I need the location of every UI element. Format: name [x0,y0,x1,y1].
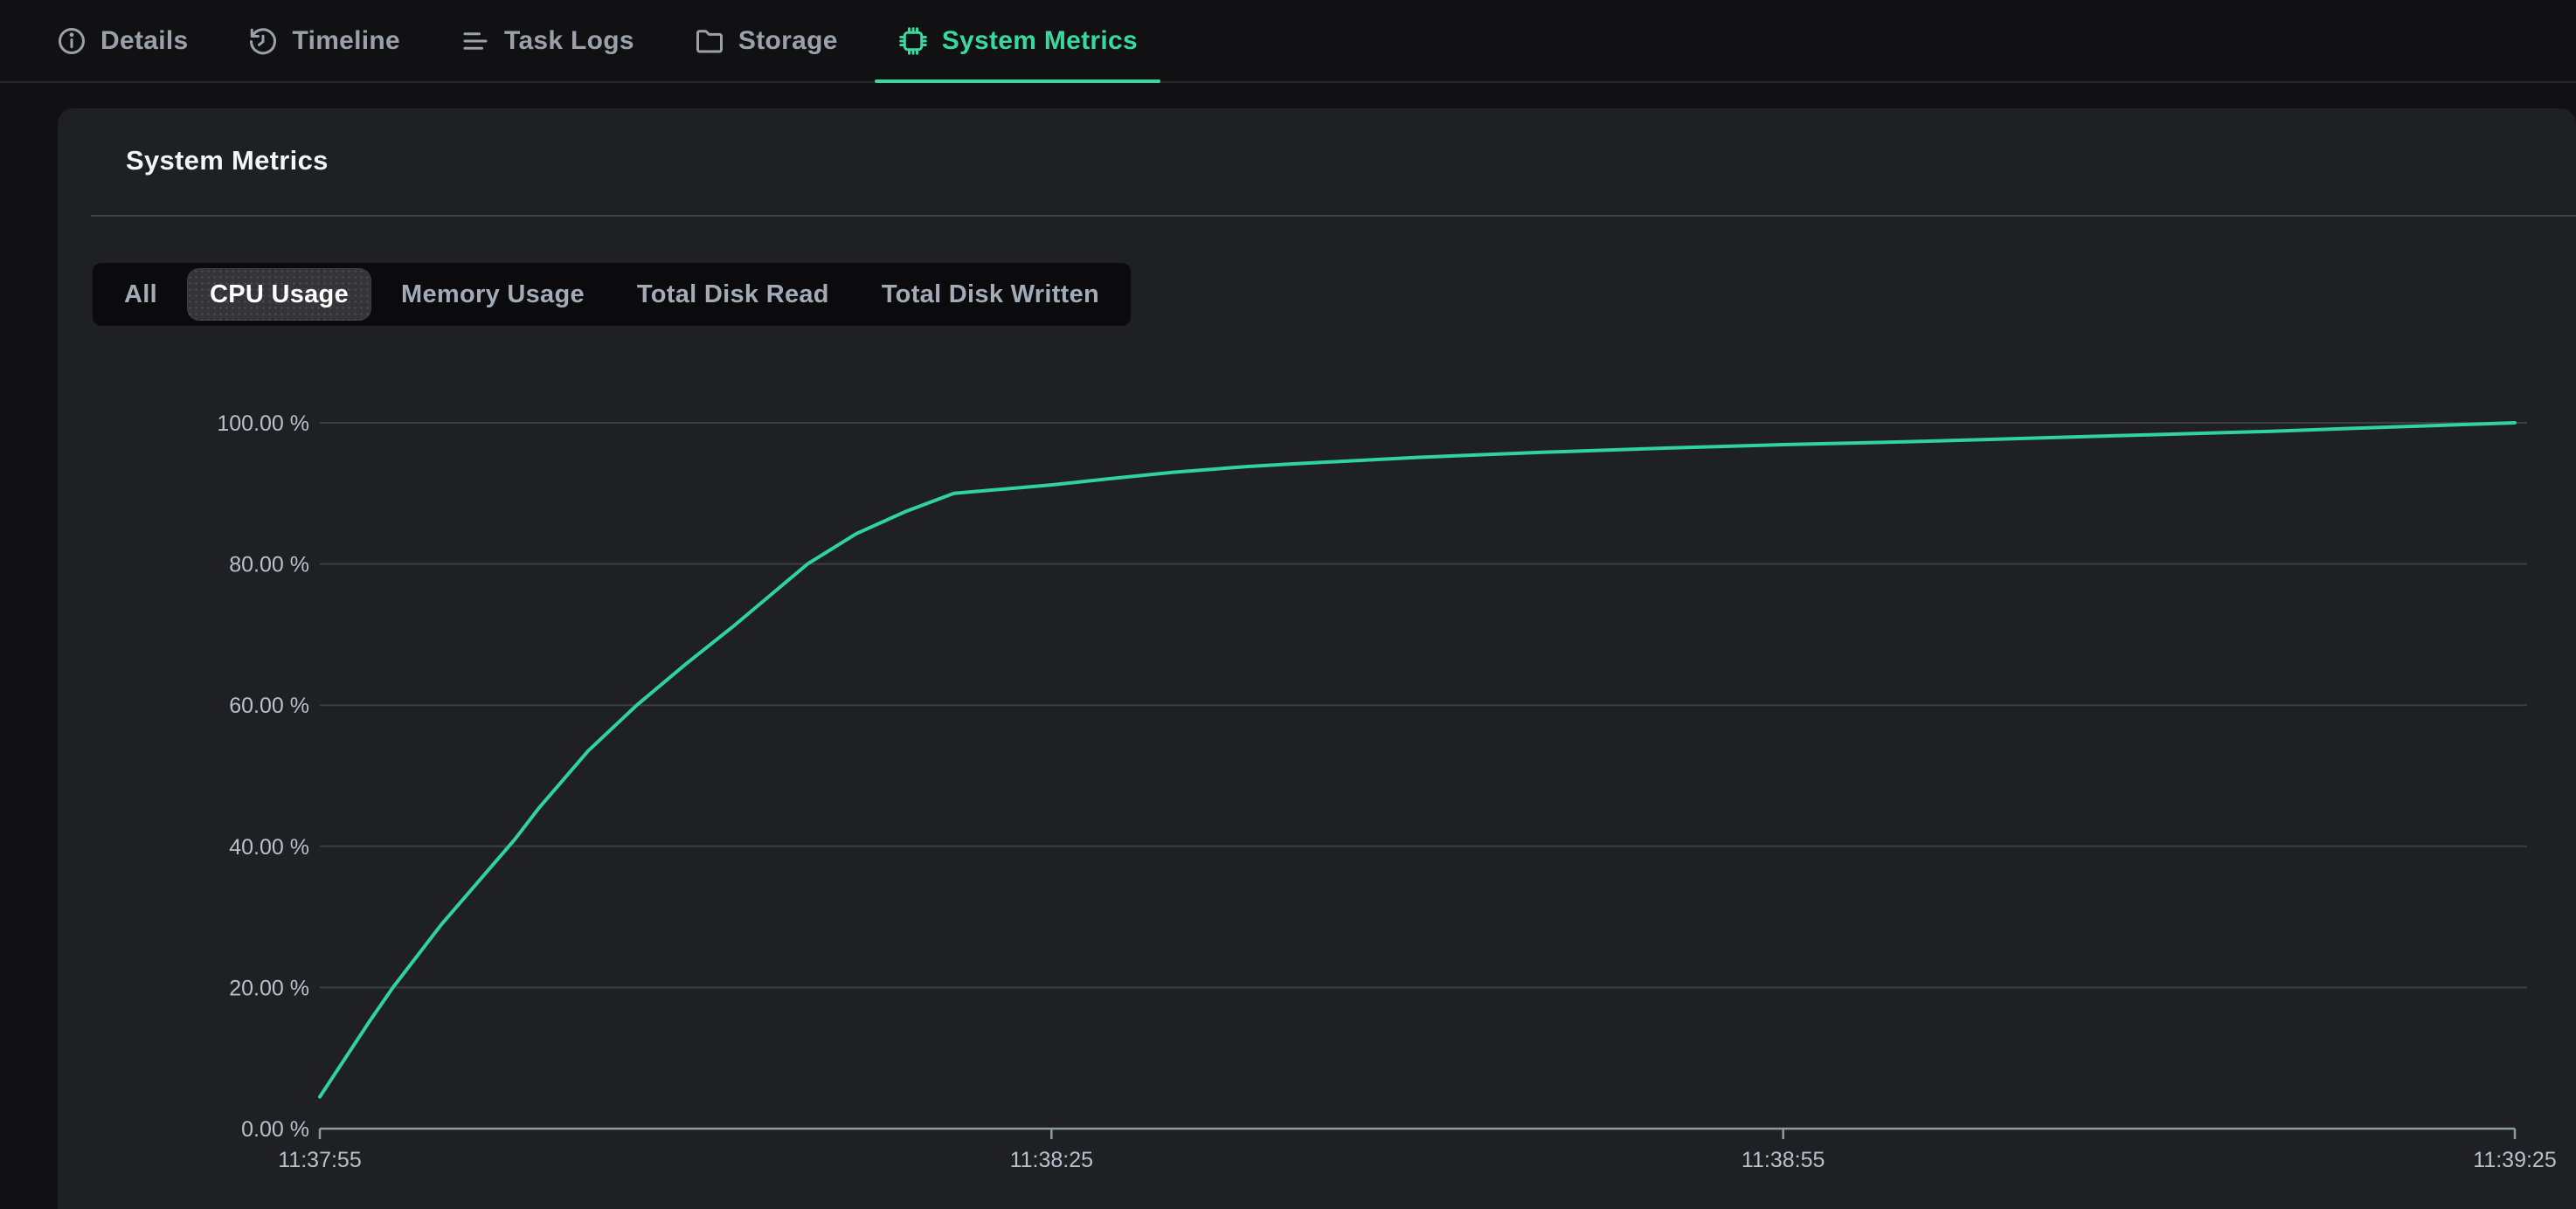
tab-details[interactable]: Details [33,0,211,81]
tab-bar: Details Timeline Task Logs Stora [0,0,2576,83]
tab-system-metrics[interactable]: System Metrics [874,0,1161,83]
tab-label: Task Logs [504,25,634,55]
y-axis-label: 60.00 % [229,694,309,718]
x-axis-label: 11:39:25 [2473,1148,2556,1172]
info-icon [56,25,87,57]
x-axis-label: 11:37:55 [278,1148,361,1172]
filter-total-disk-read[interactable]: Total Disk Read [614,268,852,321]
tab-task-logs[interactable]: Task Logs [437,0,657,81]
metric-filter-group: All CPU Usage Memory Usage Total Disk Re… [93,263,1132,326]
tab-label: Storage [737,25,838,55]
system-metrics-card: System Metrics All CPU Usage Memory Usag… [58,108,2576,1209]
folder-icon [694,25,725,57]
tab-storage[interactable]: Storage [671,0,861,81]
tab-timeline[interactable]: Timeline [225,0,423,81]
page-title: System Metrics [126,145,329,176]
tab-label: Timeline [292,25,401,55]
filter-total-disk-written[interactable]: Total Disk Written [859,268,1122,321]
x-axis-label: 11:38:25 [1010,1148,1093,1172]
divider [91,215,2576,217]
task-logs-icon [460,25,491,57]
cpu-usage-line [318,421,2517,1099]
y-axis-label: 100.00 % [217,411,309,436]
filter-all[interactable]: All [101,268,180,321]
filter-memory-usage[interactable]: Memory Usage [378,268,607,321]
filter-cpu-usage[interactable]: CPU Usage [186,268,371,321]
tab-label: System Metrics [941,25,1139,55]
history-icon [247,25,279,57]
y-axis-label: 0.00 % [241,1117,309,1142]
y-axis-label: 20.00 % [229,976,309,1000]
x-axis-label: 11:38:55 [1742,1148,1825,1172]
y-axis-label: 40.00 % [229,835,309,860]
y-axis-label: 80.00 % [229,553,309,577]
tab-label: Details [100,25,189,55]
cpu-chip-icon [897,25,929,57]
